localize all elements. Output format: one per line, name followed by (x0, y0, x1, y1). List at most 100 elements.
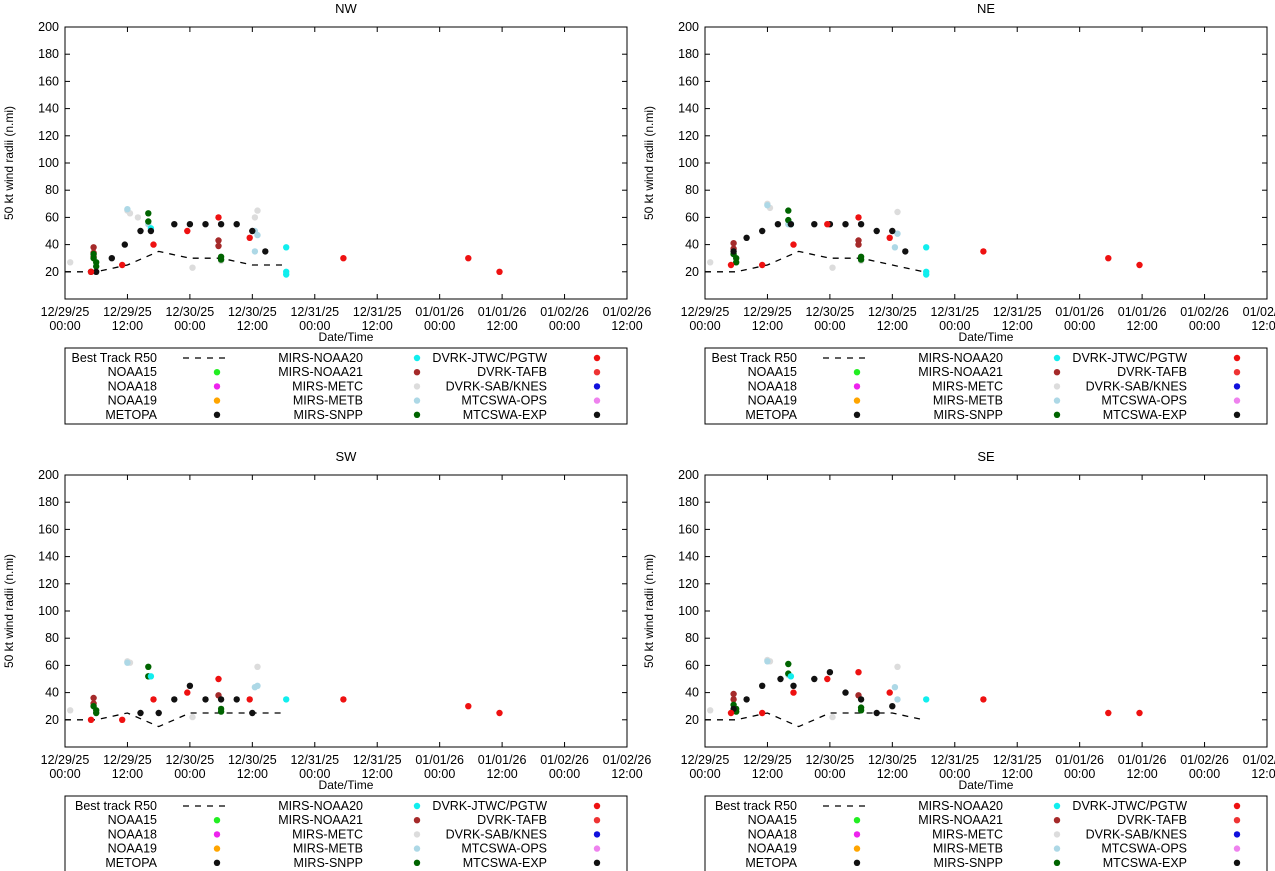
point-mirs-metb (251, 248, 259, 255)
legend-swatch-mtcswa-exp (593, 859, 601, 866)
y-tick-label: 120 (38, 129, 59, 143)
chart-title: SW (336, 449, 358, 464)
legend-swatch-mtcswa-exp (593, 411, 601, 418)
y-axis-label: 50 kt wind radii (n.mi) (642, 106, 656, 220)
chart-title: SE (977, 449, 995, 464)
y-tick-label: 120 (678, 129, 699, 143)
legend-swatch-dvrk-tafb (593, 817, 601, 824)
point-mirs-metc (829, 264, 836, 271)
x-tick-label-time: 12:00 (237, 319, 268, 333)
legend-label: DVRK-SAB/KNES (446, 827, 547, 841)
point-dvrk-jtwc-pgtw (496, 709, 503, 717)
legend-swatch-mirs-noaa21 (413, 369, 421, 376)
point-dvrk-jtwc-pgtw (1136, 709, 1143, 717)
point-dvrk-jtwc-pgtw (184, 227, 191, 235)
x-tick-label-date: 12/29/25 (743, 753, 792, 767)
point-mirs-snpp (145, 210, 152, 217)
point-mirs-metc (829, 713, 836, 721)
point-mirs-noaa21 (730, 696, 737, 703)
x-tick-label-time: 00:00 (424, 319, 455, 333)
x-tick-label-date: 01/01/26 (1118, 753, 1167, 767)
legend-box (64, 795, 628, 871)
y-tick-label: 20 (685, 265, 699, 279)
y-tick-label: 200 (38, 20, 59, 34)
x-tick-label-date: 12/29/25 (681, 753, 730, 767)
legend-swatch-noaa18 (213, 383, 221, 390)
point-dvrk-jtwc-pgtw (496, 268, 503, 275)
x-tick-label-date: 01/02/26 (603, 305, 652, 319)
point-mirs-noaa21 (90, 694, 97, 702)
point-mirs-metc (134, 214, 142, 221)
legend-label: MTCSWA-EXP (1103, 408, 1187, 422)
point-mirs-metb (894, 696, 901, 703)
x-tick-label-date: 01/02/26 (540, 753, 589, 767)
point-mirs-metc (189, 264, 196, 271)
point-metopa (186, 221, 194, 228)
point-metopa (889, 227, 896, 235)
point-dvrk-jtwc-pgtw (215, 214, 222, 221)
legend-label: MTCSWA-EXP (463, 856, 547, 870)
x-tick-label-time: 12:00 (752, 319, 783, 333)
point-mirs-snpp (217, 708, 225, 715)
legend-swatch-mtcswa-exp (1233, 411, 1241, 418)
x-tick-label-time: 00:00 (49, 319, 80, 333)
x-tick-label-time: 00:00 (174, 767, 205, 781)
point-dvrk-jtwc-pgtw (465, 703, 472, 710)
legend-swatch-dvrk-tafb (1233, 369, 1241, 376)
plot-frame (64, 474, 628, 748)
x-tick-label-time: 12:00 (877, 767, 908, 781)
x-tick-label-date: 01/01/26 (478, 305, 527, 319)
point-metopa (171, 696, 178, 703)
point-mirs-metb (124, 206, 131, 213)
legend-swatch-dvrk-tafb (1233, 817, 1241, 824)
y-tick-label: 100 (678, 156, 699, 170)
legend-label: MIRS-METB (293, 842, 363, 856)
x-tick-label-date: 12/29/25 (743, 305, 792, 319)
legend-swatch-mirs-metc (1053, 383, 1061, 390)
x-tick-label-time: 00:00 (814, 767, 845, 781)
x-tick-label-date: 01/01/26 (478, 753, 527, 767)
legend-swatch-metopa (213, 859, 221, 866)
point-mirs-snpp (93, 709, 100, 717)
legend-label: MIRS-METC (292, 379, 363, 393)
point-mirs-metc (67, 707, 74, 714)
legend-swatch-dvrk-jtwc-pgtw (1233, 802, 1241, 810)
y-tick-label: 20 (45, 265, 59, 279)
point-mirs-metc (67, 259, 74, 266)
y-tick-label: 80 (45, 631, 59, 645)
x-tick-label-time: 00:00 (549, 319, 580, 333)
point-metopa (186, 682, 194, 689)
plot-frame (704, 474, 1268, 748)
point-dvrk-jtwc-pgtw (465, 255, 472, 262)
legend-label: NOAA19 (748, 394, 797, 408)
legend-label: MTCSWA-EXP (463, 408, 547, 422)
point-metopa (730, 248, 737, 255)
x-tick-label-date: 12/31/25 (930, 753, 979, 767)
point-mirs-noaa21 (215, 242, 222, 250)
x-tick-label-date: 12/31/25 (930, 305, 979, 319)
legend-swatch-mirs-metb (413, 845, 421, 852)
x-tick-label-time: 12:00 (1126, 767, 1157, 781)
legend-label: METOPA (105, 408, 157, 422)
legend-swatch-mtcswa-ops (593, 845, 601, 852)
legend-label: DVRK-TAFB (477, 813, 547, 827)
point-dvrk-jtwc-pgtw (246, 234, 253, 241)
y-tick-label: 160 (678, 522, 699, 536)
x-tick-label-date: 12/30/25 (806, 753, 855, 767)
legend-label: DVRK-SAB/KNES (1086, 827, 1187, 841)
y-tick-label: 120 (38, 577, 59, 591)
y-tick-label: 200 (678, 468, 699, 482)
point-metopa (93, 268, 100, 275)
x-tick-label-time: 00:00 (1064, 319, 1095, 333)
legend-label: MIRS-METC (932, 827, 1003, 841)
x-tick-label-date: 12/30/25 (868, 753, 917, 767)
legend-swatch-noaa15 (213, 817, 221, 824)
point-metopa (790, 682, 797, 689)
legend-label: MIRS-SNPP (294, 408, 363, 422)
point-mirs-noaa21 (730, 240, 737, 247)
point-metopa (171, 221, 178, 228)
y-tick-label: 20 (685, 713, 699, 727)
legend-swatch-noaa19 (213, 845, 221, 852)
point-mirs-snpp (785, 207, 792, 214)
point-mirs-metc (707, 259, 714, 266)
